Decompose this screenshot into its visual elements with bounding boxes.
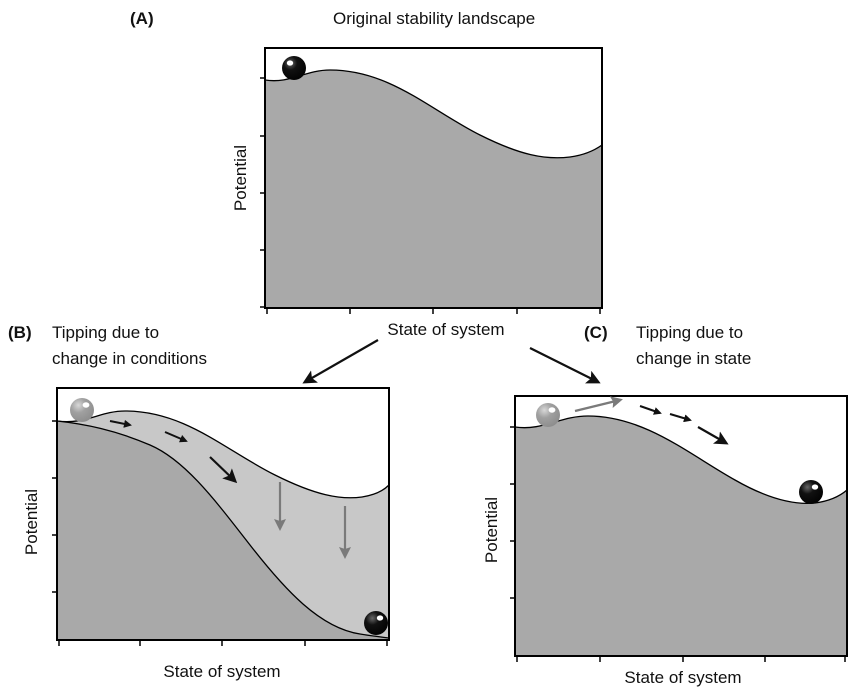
panel-b-xlabel: State of system: [163, 662, 280, 681]
panel-b-caption-line2: change in conditions: [52, 349, 207, 368]
panel-b-ylabel: Potential: [22, 489, 41, 555]
panel-b-y-ticks: [52, 420, 57, 593]
panel-b-ghost-ball: [70, 398, 94, 422]
panel-a-x-ticks: [266, 308, 601, 314]
panel-a-xlabel: State of system: [387, 320, 504, 339]
panel-c-xlabel: State of system: [624, 668, 741, 687]
panel-a-ylabel: Potential: [231, 145, 250, 211]
panel-c-motion-arrow-3: [697, 426, 729, 445]
panel-c-ylabel: Potential: [482, 497, 501, 563]
panel-c-x-ticks: [516, 656, 846, 662]
panel-b-ball: [364, 611, 388, 635]
panel-c-y-ticks: [510, 426, 515, 599]
panel-b-caption-line1: Tipping due to: [52, 323, 159, 342]
panel-c-caption-line1: Tipping due to: [636, 323, 743, 342]
arrow-to-panel-b: [302, 339, 379, 384]
panel-a-landscape: [264, 69, 603, 309]
panel-b-motion-arrow-1: [109, 419, 132, 428]
panel-c: (C) Tipping due to change in state: [482, 323, 848, 687]
panel-c-motion-arrow-1: [639, 405, 662, 415]
panel-c-tag: (C): [584, 323, 608, 342]
panel-b-shifted-landscape: [56, 420, 390, 641]
panel-c-motion-arrow-2: [669, 413, 692, 423]
panel-c-push-arrow: [574, 396, 623, 413]
panel-b-motion-arrow-2: [164, 431, 188, 443]
panel-a-ball: [282, 56, 306, 80]
panel-b-border: [56, 387, 390, 641]
panel-b-x-ticks: [58, 640, 388, 646]
panel-c-ball: [799, 480, 823, 504]
panel-c-ghost-ball: [536, 403, 560, 427]
panel-a-title: Original stability landscape: [333, 9, 535, 28]
panel-a: (A) Original stability landscape Potenti…: [130, 9, 603, 339]
panel-b-tag: (B): [8, 323, 32, 342]
panel-b: (B) Tipping due to change in conditions: [8, 323, 390, 681]
panel-b-motion-arrow-3: [209, 456, 238, 484]
panel-c-caption-line2: change in state: [636, 349, 751, 368]
arrow-to-panel-c: [529, 347, 601, 384]
panel-a-y-ticks: [260, 77, 265, 308]
panel-a-tag: (A): [130, 9, 154, 28]
panel-c-border: [514, 395, 848, 657]
panel-c-landscape: [514, 415, 848, 657]
